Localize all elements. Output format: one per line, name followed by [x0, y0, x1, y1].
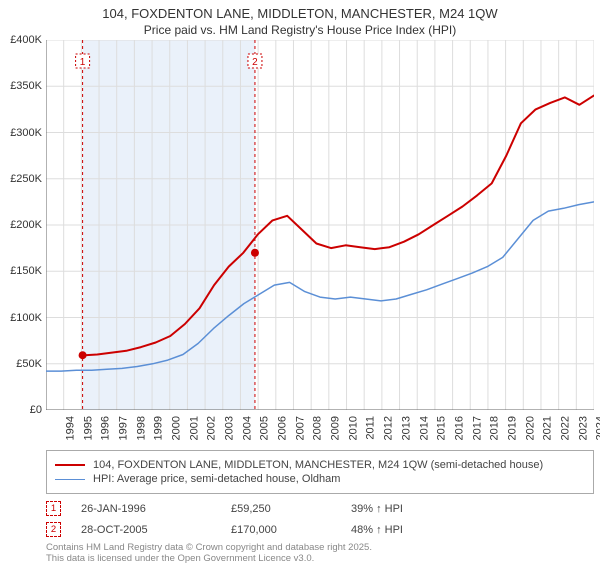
- sale-row: 2 28-OCT-2005 £170,000 48% ↑ HPI: [46, 519, 594, 540]
- sale-delta: 39% ↑ HPI: [351, 503, 403, 515]
- x-axis-labels: 1994199519961997199819992000200120022003…: [46, 414, 594, 444]
- sale-row: 1 26-JAN-1996 £59,250 39% ↑ HPI: [46, 498, 594, 519]
- legend: 104, FOXDENTON LANE, MIDDLETON, MANCHEST…: [46, 450, 594, 494]
- legend-row: HPI: Average price, semi-detached house,…: [55, 473, 585, 485]
- sale-price: £170,000: [231, 524, 351, 536]
- svg-text:1: 1: [80, 57, 86, 68]
- sale-marker-icon: 1: [46, 501, 61, 516]
- legend-row: 104, FOXDENTON LANE, MIDDLETON, MANCHEST…: [55, 459, 585, 471]
- chart-svg: 12: [46, 40, 594, 410]
- sale-marker-icon: 2: [46, 522, 61, 537]
- title-line2: Price paid vs. HM Land Registry's House …: [0, 23, 600, 41]
- credit-line1: Contains HM Land Registry data © Crown c…: [46, 542, 372, 553]
- sale-price: £59,250: [231, 503, 351, 515]
- legend-label-hpi: HPI: Average price, semi-detached house,…: [93, 473, 340, 485]
- title-line1: 104, FOXDENTON LANE, MIDDLETON, MANCHEST…: [0, 0, 600, 23]
- legend-swatch-property: [55, 464, 85, 466]
- y-axis-labels: £0£50K£100K£150K£200K£250K£300K£350K£400…: [0, 40, 44, 410]
- sale-date: 26-JAN-1996: [81, 503, 231, 515]
- chart-area: £0£50K£100K£150K£200K£250K£300K£350K£400…: [0, 40, 600, 440]
- credit-text: Contains HM Land Registry data © Crown c…: [46, 542, 372, 565]
- credit-line2: This data is licensed under the Open Gov…: [46, 553, 372, 564]
- chart-container: 104, FOXDENTON LANE, MIDDLETON, MANCHEST…: [0, 0, 600, 560]
- plot-area: 12: [46, 40, 594, 410]
- legend-label-property: 104, FOXDENTON LANE, MIDDLETON, MANCHEST…: [93, 459, 543, 471]
- sale-date: 28-OCT-2005: [81, 524, 231, 536]
- legend-swatch-hpi: [55, 479, 85, 480]
- sale-delta: 48% ↑ HPI: [351, 524, 403, 536]
- svg-text:2: 2: [252, 57, 258, 68]
- sales-table: 1 26-JAN-1996 £59,250 39% ↑ HPI 2 28-OCT…: [46, 498, 594, 540]
